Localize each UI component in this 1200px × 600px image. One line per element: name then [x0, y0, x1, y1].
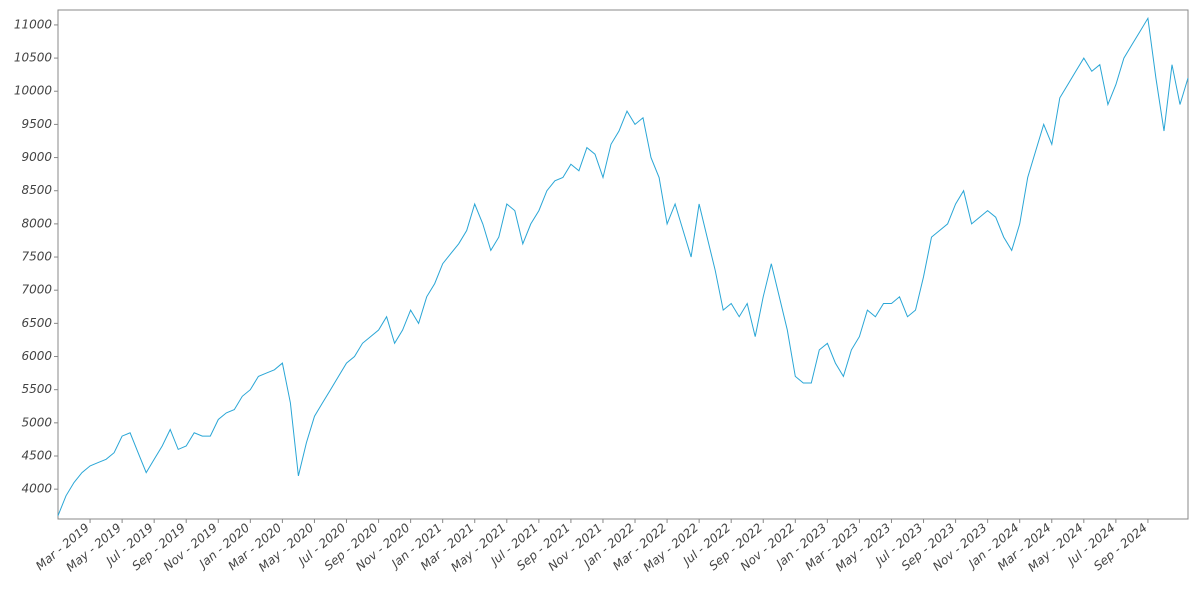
y-tick-label: 4000 [21, 482, 52, 496]
y-tick-label: 6500 [21, 316, 52, 330]
y-tick-label: 5500 [21, 382, 52, 396]
y-tick-label: 9000 [21, 150, 52, 164]
y-tick-label: 9500 [21, 117, 52, 131]
y-tick-label: 10000 [14, 84, 53, 98]
y-tick-label: 8000 [21, 216, 52, 230]
y-tick-label: 11000 [14, 17, 53, 31]
y-tick-label: 7000 [21, 283, 52, 297]
y-tick-label: 10500 [14, 51, 53, 65]
price-line [57, 16, 1189, 516]
y-tick-label: 4500 [21, 448, 52, 462]
y-tick-label: 8500 [21, 183, 52, 197]
y-tick-label: 7500 [21, 250, 52, 264]
y-tick-label: 5000 [21, 415, 52, 429]
plot-frame [57, 9, 1189, 520]
y-tick-label: 6000 [21, 349, 52, 363]
